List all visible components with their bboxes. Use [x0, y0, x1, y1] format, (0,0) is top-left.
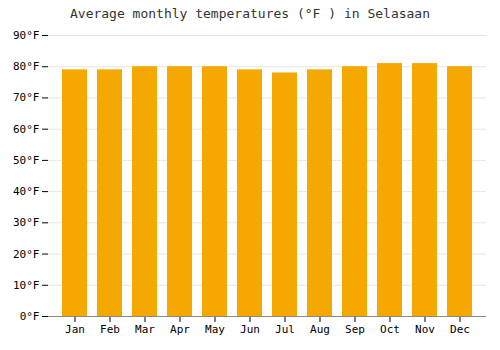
svg-text:Feb: Feb [100, 323, 120, 336]
svg-text:0°F: 0°F [20, 310, 40, 323]
svg-text:50°F: 50°F [13, 154, 40, 167]
svg-text:10°F: 10°F [13, 279, 40, 292]
svg-text:Jul: Jul [275, 323, 295, 336]
svg-text:Jun: Jun [240, 323, 260, 336]
svg-text:Jan: Jan [65, 323, 85, 336]
svg-text:Apr: Apr [170, 323, 190, 336]
svg-text:60°F: 60°F [13, 123, 40, 136]
svg-text:Oct: Oct [380, 323, 400, 336]
svg-text:40°F: 40°F [13, 185, 40, 198]
svg-text:Sep: Sep [345, 323, 365, 336]
svg-text:30°F: 30°F [13, 216, 40, 229]
svg-text:Nov: Nov [415, 323, 435, 336]
svg-text:90°F: 90°F [13, 29, 40, 42]
svg-text:80°F: 80°F [13, 60, 40, 73]
svg-text:20°F: 20°F [13, 248, 40, 261]
svg-text:Aug: Aug [310, 323, 330, 336]
svg-text:Mar: Mar [135, 323, 155, 336]
svg-text:Dec: Dec [450, 323, 470, 336]
svg-text:70°F: 70°F [13, 91, 40, 104]
svg-text:May: May [205, 323, 225, 336]
html-text:Average monthly temperatures (: Average monthly temperatures (°F ) in Se… [70, 6, 430, 21]
